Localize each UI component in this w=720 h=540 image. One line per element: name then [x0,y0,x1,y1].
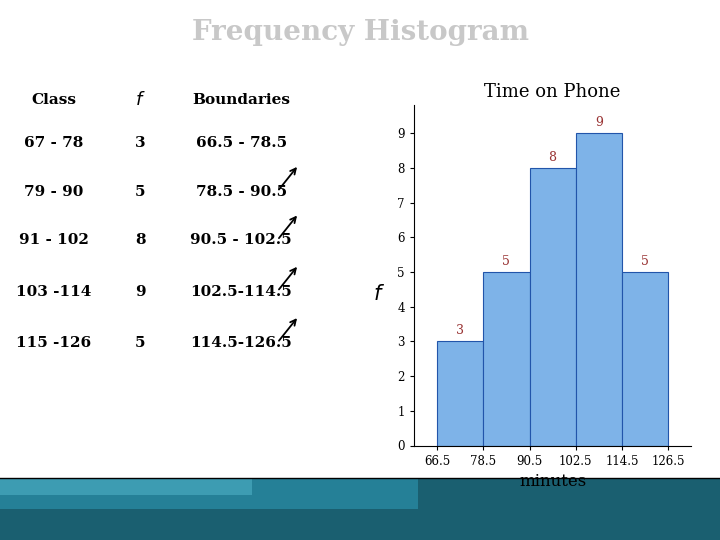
Text: 5: 5 [641,255,649,268]
Text: 5: 5 [135,336,145,350]
Text: 9: 9 [595,116,603,129]
Text: 8: 8 [549,151,557,164]
Text: Class: Class [32,93,76,107]
Text: 91 - 102: 91 - 102 [19,233,89,247]
Title: Time on Phone: Time on Phone [485,83,621,101]
Polygon shape [0,478,720,540]
Text: 115 -126: 115 -126 [17,336,91,350]
Text: 3: 3 [135,136,145,150]
Text: 90.5 - 102.5: 90.5 - 102.5 [190,233,292,247]
Text: 67 - 78: 67 - 78 [24,136,84,150]
Text: 79 - 90: 79 - 90 [24,185,84,199]
Text: 66.5 - 78.5: 66.5 - 78.5 [196,136,287,150]
Bar [622,272,668,446]
Text: 102.5-114.5: 102.5-114.5 [190,285,292,299]
Text: 103 -114: 103 -114 [17,285,91,299]
Bar [437,341,483,446]
Polygon shape [0,478,418,509]
Bar [576,133,622,446]
Text: 114.5-126.5: 114.5-126.5 [190,336,292,350]
Text: 78.5 - 90.5: 78.5 - 90.5 [196,185,287,199]
Text: $f$: $f$ [135,91,145,109]
Text: 5: 5 [135,185,145,199]
Text: 9: 9 [135,285,145,299]
Text: 8: 8 [135,233,145,247]
Text: Frequency Histogram: Frequency Histogram [192,19,528,46]
Bar [529,168,576,446]
Bar [483,272,529,446]
Text: Boundaries: Boundaries [192,93,290,107]
Text: 3: 3 [456,324,464,337]
Text: 5: 5 [503,255,510,268]
Polygon shape [0,478,252,495]
Text: $f$: $f$ [374,284,385,305]
X-axis label: minutes: minutes [519,473,586,490]
